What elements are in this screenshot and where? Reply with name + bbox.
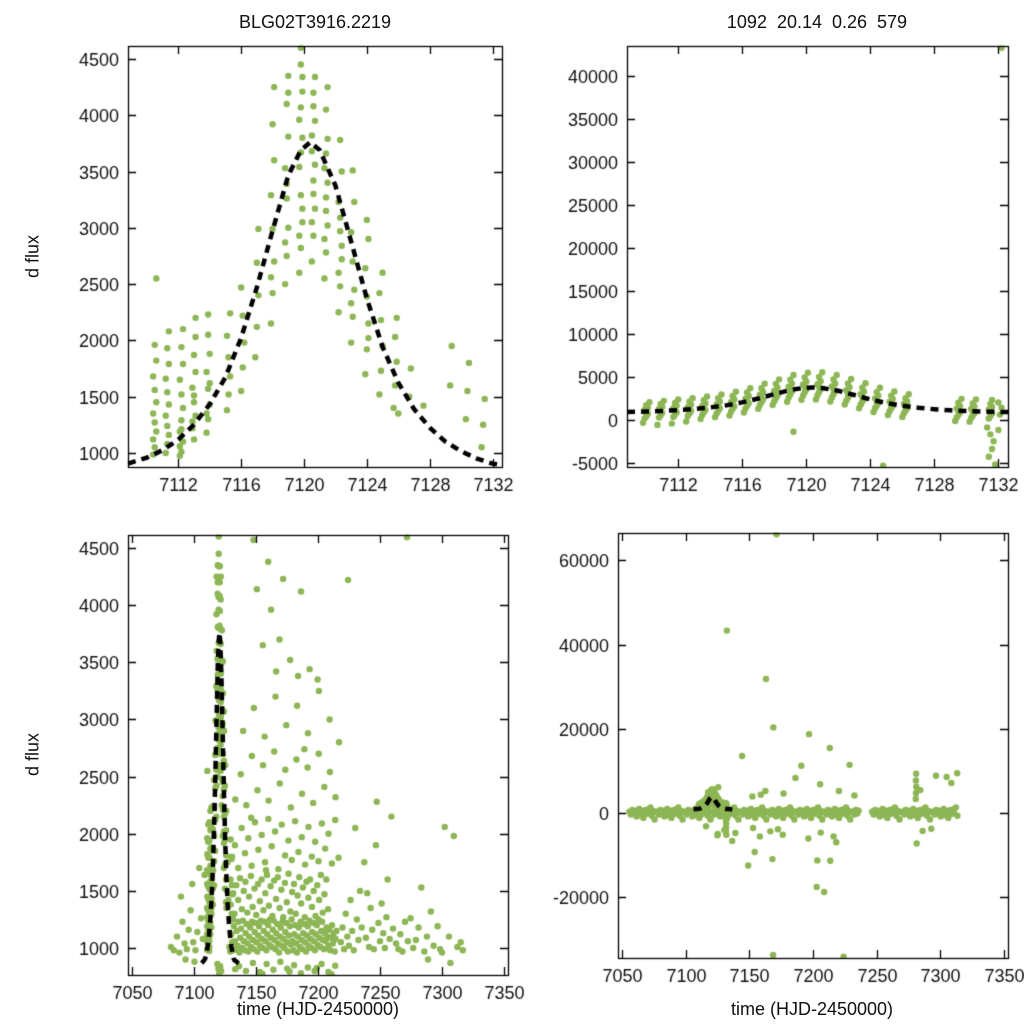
x-axis-label-bottom-left: time (HJD-2450000): [236, 999, 400, 1019]
x-axis-label-bottom-right: time (HJD-2450000): [730, 999, 894, 1019]
y-axis-label-top-left: d flux: [22, 234, 43, 279]
panel-title-fit-parameters: 1092 20.14 0.26 579: [726, 12, 908, 32]
panel-title-event-id: BLG02T3916.2219: [238, 12, 392, 32]
y-axis-label-bottom-left: d flux: [22, 732, 43, 777]
